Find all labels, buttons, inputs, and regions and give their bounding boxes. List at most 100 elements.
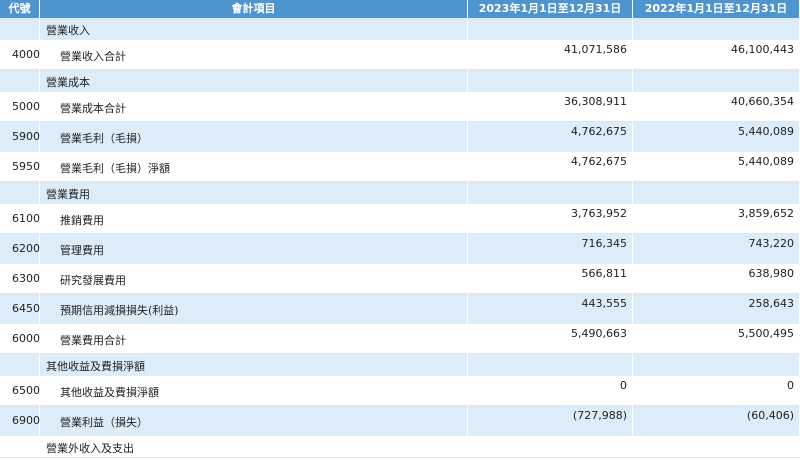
cell (468, 92, 633, 122)
cell (633, 324, 800, 354)
account-label: 營業費用合計 (60, 334, 126, 347)
section-label: 營業成本 (46, 76, 90, 89)
cell (633, 264, 800, 294)
header-cell: 2023年1月1日至12月31日 (468, 0, 633, 18)
section-row: 營業收入 (0, 18, 800, 40)
cell (633, 152, 800, 182)
cell (633, 122, 800, 152)
item-row: 6450 預期信用減損損失(利益) 443,555 258,643 (0, 294, 800, 324)
section-row: 其他收益及費損淨額 (0, 354, 800, 376)
amount: 0 (620, 379, 627, 392)
cell (468, 18, 633, 40)
item-row: 6900 營業利益（損失） (727,988) (60,406) (0, 406, 800, 436)
account-code: 6200 (12, 242, 40, 255)
item-row: 5000 營業成本合計 36,308,911 40,660,354 (0, 92, 800, 122)
cell (40, 18, 468, 40)
cell (633, 182, 800, 204)
cell (0, 234, 40, 264)
cell (0, 18, 40, 40)
account-code: 6450 (12, 302, 40, 315)
item-row: 6300 研究發展費用 566,811 638,980 (0, 264, 800, 294)
cell (40, 182, 468, 204)
amount: 638,980 (748, 267, 795, 280)
account-code: 6300 (12, 272, 40, 285)
account-label: 營業收入合計 (60, 50, 126, 63)
header-cell: 2022年1月1日至12月31日 (633, 0, 800, 18)
amount: (60,406) (746, 409, 794, 422)
cell (633, 234, 800, 264)
cell (468, 294, 633, 324)
amount: 716,345 (581, 237, 628, 250)
cell (468, 234, 633, 264)
item-row: 6100 推銷費用 3,763,952 3,859,652 (0, 204, 800, 234)
cell (468, 122, 633, 152)
amount: 566,811 (581, 267, 628, 280)
amount: 4,762,675 (571, 155, 627, 168)
section-row: 營業外收入及支出 (0, 436, 800, 458)
amount: 5,490,663 (571, 327, 627, 340)
cell (468, 406, 633, 436)
account-label: 營業成本合計 (60, 102, 126, 115)
cell (0, 40, 40, 70)
account-code: 5900 (12, 130, 40, 143)
account-label: 管理費用 (60, 244, 104, 257)
header-row: 代號 會計項目 2023年1月1日至12月31日 2022年1月1日至12月31日 (0, 0, 800, 18)
cell (0, 294, 40, 324)
cell (0, 182, 40, 204)
amount: 5,440,089 (738, 155, 794, 168)
cell (40, 294, 468, 324)
amount: 443,555 (581, 297, 628, 310)
amount: 36,308,911 (564, 95, 627, 108)
cell (633, 70, 800, 92)
amount: (727,988) (572, 409, 627, 422)
cell (633, 294, 800, 324)
cell (0, 264, 40, 294)
amount: 5,500,495 (738, 327, 794, 340)
item-row: 4000 營業收入合計 41,071,586 46,100,443 (0, 40, 800, 70)
amount: 0 (787, 379, 794, 392)
cell (0, 376, 40, 406)
cell (0, 436, 40, 458)
cell (633, 40, 800, 70)
cell (633, 18, 800, 40)
section-row: 營業費用 (0, 182, 800, 204)
amount: 3,763,952 (571, 207, 627, 220)
cell (468, 324, 633, 354)
cell (0, 122, 40, 152)
cell (40, 376, 468, 406)
cell (468, 70, 633, 92)
section-label: 其他收益及費損淨額 (46, 360, 145, 373)
item-row: 6000 營業費用合計 5,490,663 5,500,495 (0, 324, 800, 354)
account-label: 預期信用減損損失(利益) (60, 304, 179, 317)
amount: 4,762,675 (571, 125, 627, 138)
account-code: 5000 (12, 100, 40, 113)
cell (633, 204, 800, 234)
cell (468, 354, 633, 376)
cell (633, 436, 800, 458)
cell (40, 354, 468, 376)
cell (40, 324, 468, 354)
amount: 46,100,443 (731, 43, 794, 56)
item-row: 6500 其他收益及費損淨額 0 0 (0, 376, 800, 406)
cell (0, 204, 40, 234)
amount: 3,859,652 (738, 207, 794, 220)
account-code: 4000 (12, 48, 40, 61)
amount: 743,220 (748, 237, 795, 250)
cell (40, 122, 468, 152)
account-label: 推銷費用 (60, 214, 104, 227)
account-code: 6500 (12, 384, 40, 397)
cell (40, 436, 468, 458)
cell (40, 70, 468, 92)
section-label: 營業外收入及支出 (46, 442, 134, 455)
amount: 5,440,089 (738, 125, 794, 138)
account-label: 研究發展費用 (60, 274, 126, 287)
account-label: 營業毛利（毛損）淨額 (60, 162, 170, 175)
cell (468, 204, 633, 234)
header-cell: 會計項目 (40, 0, 468, 18)
cell (40, 40, 468, 70)
cell (468, 436, 633, 458)
cell (40, 92, 468, 122)
amount: 258,643 (748, 297, 795, 310)
cell (0, 92, 40, 122)
